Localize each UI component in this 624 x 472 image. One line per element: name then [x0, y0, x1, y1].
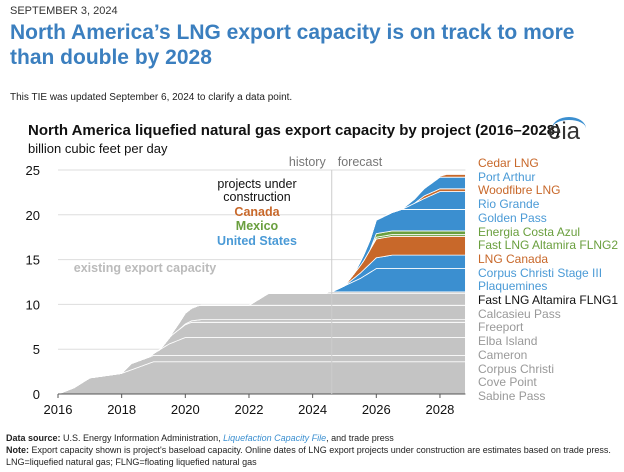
- y-tick-label: 15: [26, 253, 40, 268]
- legend-item: Freeport: [478, 320, 524, 335]
- legend-item: Port Arthur: [478, 169, 536, 184]
- eia-logo-arc-icon: [552, 117, 586, 140]
- legend-item: Energia Costa Azul: [478, 224, 581, 239]
- legend-item: Sabine Pass: [478, 388, 546, 403]
- x-tick-label: 2016: [44, 402, 73, 417]
- legend-item: Golden Pass: [478, 210, 547, 225]
- publish-date: SEPTEMBER 3, 2024: [10, 5, 118, 17]
- annotation-mexico: Mexico: [236, 219, 279, 233]
- y-tick-label: 20: [26, 208, 40, 223]
- annotation-canada: Canada: [234, 205, 280, 219]
- annotation-existing: existing export capacity: [74, 261, 216, 275]
- x-tick-label: 2026: [362, 402, 391, 417]
- legend-item: Fast LNG Altamira FLNG2: [478, 238, 619, 253]
- annotation-existing_us: United States: [107, 276, 182, 290]
- legend-item: LNG Canada: [478, 251, 549, 266]
- capacity-file-link[interactable]: Liquefaction Capacity File: [223, 433, 327, 443]
- source-text: U.S. Energy Information Administration,: [60, 433, 224, 443]
- legend-item: Cameron: [478, 347, 528, 362]
- annotation-forecast: forecast: [338, 155, 383, 169]
- x-tick-label: 2024: [298, 402, 327, 417]
- chart-y-label: billion cubic feet per day: [28, 141, 168, 156]
- update-note: This TIE was updated September 6, 2024 t…: [10, 92, 293, 103]
- source-end: , and trade press: [326, 433, 394, 443]
- abbreviations: LNG=liquefied natural gas; FLNG=floating…: [6, 457, 257, 467]
- y-tick-label: 10: [26, 297, 40, 312]
- x-tick-label: 2022: [235, 402, 264, 417]
- legend-item: Fast LNG Altamira FLNG1: [478, 293, 619, 307]
- annotation-under_construction: projects under: [217, 177, 296, 191]
- y-tick-label: 0: [33, 387, 40, 402]
- annotation-history: history: [289, 155, 327, 169]
- annotation-construction-2: construction: [223, 190, 290, 204]
- note-text: Export capacity shown is project's basel…: [29, 445, 611, 455]
- legend-item: Calcasieu Pass: [478, 306, 561, 321]
- legend-item: Corpus Christi: [478, 361, 555, 376]
- y-tick-label: 25: [26, 163, 40, 178]
- chart-title: North America liquefied natural gas expo…: [28, 122, 561, 139]
- legend-item: Plaquemines: [478, 279, 548, 294]
- eia-logo: eia: [548, 118, 581, 145]
- legend-item: Woodfibre LNG: [478, 183, 561, 198]
- data-source: Data source: U.S. Energy Information Adm…: [6, 433, 394, 443]
- note-label: Note:: [6, 445, 29, 455]
- note: Note: Export capacity shown is project's…: [6, 445, 611, 455]
- y-tick-label: 5: [33, 342, 40, 357]
- legend-item: Elba Island: [478, 334, 538, 349]
- annotation-united_states: United States: [217, 234, 297, 248]
- legend-item: Corpus Christi Stage III: [478, 265, 603, 280]
- x-tick-label: 2020: [171, 402, 200, 417]
- legend-item: Rio Grande: [478, 197, 540, 212]
- legend-item: Cedar LNG: [478, 156, 539, 170]
- legend-item: Cove Point: [478, 375, 537, 390]
- area-sabine-pass: [57, 361, 466, 395]
- x-tick-label: 2018: [107, 402, 136, 417]
- area-cedar-lng: [57, 174, 466, 395]
- article-title: North America’s LNG export capacity is o…: [10, 21, 575, 69]
- source-label: Data source:: [6, 433, 61, 443]
- x-tick-label: 2028: [425, 402, 454, 417]
